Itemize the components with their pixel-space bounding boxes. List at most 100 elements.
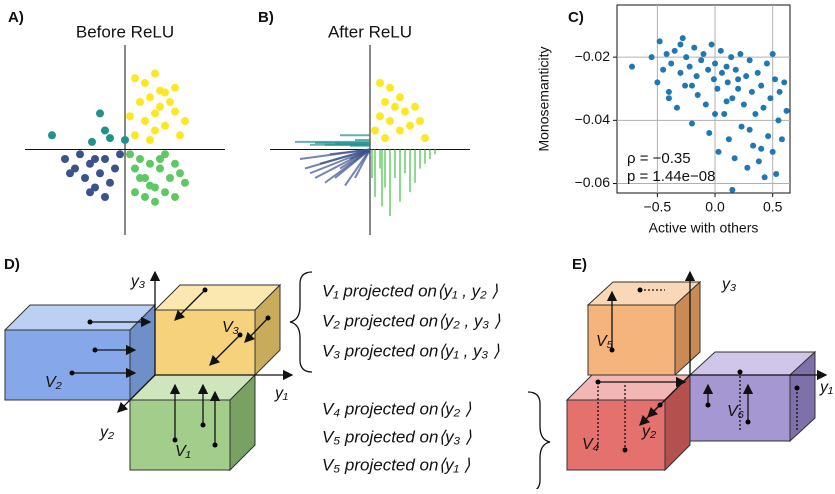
point: [726, 136, 732, 142]
point: [126, 112, 134, 120]
point: [709, 41, 715, 47]
point: [741, 102, 747, 108]
point: [775, 117, 781, 123]
point: [131, 165, 139, 173]
point: [737, 51, 743, 57]
point: [719, 70, 725, 76]
point: [396, 127, 404, 135]
point: [682, 83, 688, 89]
chart-title: Before ReLU: [76, 22, 174, 41]
point: [677, 41, 683, 47]
vector-label: V₃: [222, 319, 239, 336]
point: [396, 93, 404, 101]
y-tick-label: −0.02: [575, 48, 611, 64]
point: [151, 109, 159, 117]
point: [724, 64, 730, 70]
point: [126, 150, 134, 158]
point: [376, 79, 384, 87]
point: [66, 169, 74, 177]
point: [381, 134, 389, 142]
point: [724, 98, 730, 104]
point: [698, 57, 704, 63]
point: [689, 120, 695, 126]
axis-label: y₃: [721, 276, 736, 293]
point: [161, 122, 169, 130]
diagram-e: E) y₃ y₁ y₂ V₅ V₄ V₆: [567, 256, 833, 470]
point: [156, 165, 164, 173]
projection-text: V₄ projected on⟨y₂ ⟩: [322, 399, 472, 418]
point: [762, 174, 768, 180]
point: [136, 174, 144, 182]
point: [773, 171, 779, 177]
point: [728, 54, 734, 60]
point: [376, 112, 384, 120]
annotation: ρ = −0.35: [627, 150, 691, 167]
point: [758, 83, 764, 89]
figure: D) y₃ y₁ y₂ V₂ V₃ V₁ V₁ projected on⟨y₁ …: [0, 0, 835, 489]
point: [649, 54, 655, 60]
x-tick-label: 0.5: [763, 199, 783, 215]
point: [131, 74, 139, 82]
point: [767, 95, 773, 101]
point: [131, 131, 139, 139]
point: [88, 138, 96, 146]
point: [416, 117, 424, 125]
point: [712, 111, 718, 117]
x-tick-label: 0.0: [705, 199, 725, 215]
point: [166, 174, 174, 182]
point: [747, 57, 753, 63]
vector-label: V₅: [596, 333, 614, 350]
annotation: p = 1.44e−08: [627, 168, 715, 185]
y-tick-label: −0.06: [575, 174, 611, 190]
point: [176, 169, 184, 177]
point: [386, 117, 394, 125]
point: [733, 67, 739, 73]
point: [146, 136, 154, 144]
point: [743, 73, 749, 79]
point: [121, 136, 129, 144]
point: [729, 95, 735, 101]
point: [91, 155, 99, 163]
vector-label: V₆: [727, 403, 745, 420]
point: [101, 155, 109, 163]
point: [86, 188, 94, 196]
point: [136, 98, 144, 106]
projection-text: V₅ projected on⟨y₁ ⟩: [322, 455, 471, 474]
axis-label: y₁: [819, 379, 833, 396]
point: [181, 117, 189, 125]
vector-label: V₂: [45, 374, 62, 391]
point: [701, 51, 707, 57]
point: [101, 193, 109, 201]
panel-label: B): [258, 9, 274, 26]
point: [706, 130, 712, 136]
point: [703, 102, 709, 108]
point: [96, 109, 104, 117]
point: [101, 127, 109, 135]
axis-label: y₁: [274, 385, 288, 402]
point: [664, 51, 670, 57]
point: [674, 105, 680, 111]
x-tick-label: −0.5: [644, 199, 672, 215]
point: [770, 149, 776, 155]
point: [106, 134, 114, 142]
point: [735, 76, 741, 82]
point: [654, 79, 660, 85]
point: [756, 158, 762, 164]
diagram-d: D) y₃ y₁ y₂ V₂ V₃ V₁ V₁ projected on⟨y₁ …: [4, 256, 550, 489]
point: [61, 155, 69, 163]
point: [695, 92, 701, 98]
point: [770, 51, 776, 57]
point: [750, 143, 756, 149]
point: [136, 155, 144, 163]
point: [660, 67, 666, 73]
point: [421, 134, 429, 142]
panel-label: E): [572, 256, 587, 273]
point: [784, 108, 790, 114]
point: [371, 127, 379, 135]
point: [680, 35, 686, 41]
point: [744, 165, 750, 171]
point: [171, 193, 179, 201]
point: [777, 89, 783, 95]
point: [161, 188, 169, 196]
point: [672, 48, 678, 54]
